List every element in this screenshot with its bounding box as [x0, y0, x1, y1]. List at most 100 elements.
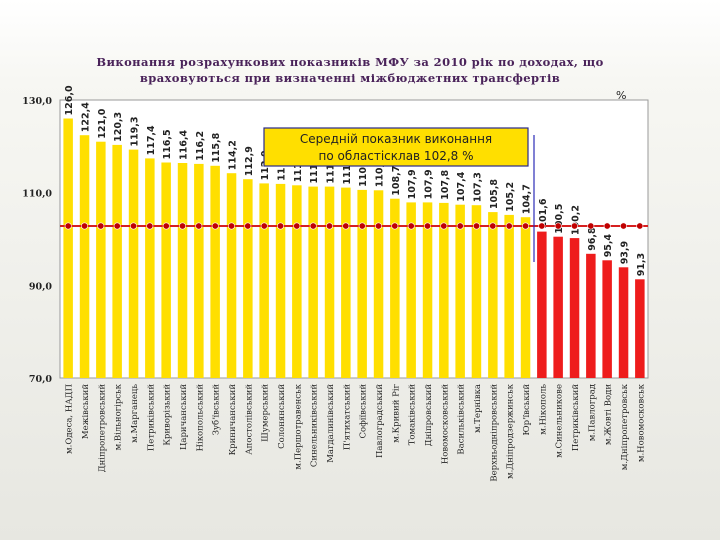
y-tick-label: 110,0	[22, 189, 52, 200]
category-label: м.Дніпропетровськ	[620, 383, 630, 470]
average-marker	[456, 222, 464, 230]
average-marker	[587, 222, 595, 230]
bar	[243, 179, 253, 378]
average-marker	[505, 222, 513, 230]
category-label: м.Жовті Води	[604, 384, 614, 445]
bar	[602, 260, 612, 378]
category-label: м.Павлоград	[587, 384, 597, 441]
category-label: Верхньодніпровський	[489, 384, 499, 482]
bar	[308, 186, 318, 378]
bar-value-label: 107,9	[424, 169, 435, 199]
bar	[635, 279, 645, 378]
average-marker	[211, 222, 219, 230]
bar-value-label: 112,9	[244, 146, 255, 176]
category-label: м.Марганець	[130, 384, 140, 443]
category-label: Дніпровський	[424, 384, 434, 447]
category-label: м.Кривий Ріг	[391, 383, 401, 442]
bar	[128, 149, 139, 378]
bar	[537, 231, 547, 378]
average-marker	[309, 222, 317, 230]
average-marker	[554, 222, 562, 230]
category-label: Новомосковський	[440, 384, 450, 465]
bar	[422, 202, 433, 378]
y-tick-label: 90,0	[29, 281, 53, 292]
bar-value-label: 115,8	[211, 132, 222, 162]
average-marker	[538, 222, 546, 230]
average-marker	[195, 222, 203, 230]
bar-value-label: 117,4	[146, 125, 157, 155]
average-marker	[244, 222, 252, 230]
bar	[292, 185, 302, 378]
average-marker	[113, 222, 121, 230]
bar	[194, 163, 204, 378]
average-marker	[130, 222, 138, 230]
category-label: Межівський	[81, 384, 91, 439]
bar	[145, 158, 155, 378]
average-marker	[97, 222, 105, 230]
average-marker	[64, 222, 72, 230]
bar-value-label: 120,3	[113, 112, 124, 142]
category-label: Криворізький	[163, 384, 173, 446]
category-label: Зуб'ївський	[211, 384, 222, 436]
average-marker	[358, 222, 366, 230]
bar-value-label: 111,3	[326, 154, 337, 184]
bar	[471, 205, 482, 378]
category-label: Нікопольський	[195, 384, 205, 452]
bar-value-label: 111,6	[293, 152, 304, 182]
category-label: м.Тернівка	[473, 384, 483, 433]
bar-value-label: 91,3	[636, 253, 647, 276]
bar-value-label: 111,1	[342, 155, 353, 185]
average-marker	[619, 222, 627, 230]
unit-label: %	[616, 89, 627, 102]
average-marker	[162, 222, 170, 230]
bar	[357, 189, 367, 378]
bar-value-label: 100,5	[554, 204, 565, 234]
bar-value-label: 116,4	[179, 130, 190, 160]
category-label: м.Вільногірськ	[114, 383, 124, 450]
bar-value-label: 108,7	[391, 166, 402, 196]
chart-title: Виконання розрахункових показників МФУ з…	[20, 54, 680, 86]
bar-value-label: 110,5	[375, 157, 386, 187]
average-marker	[521, 222, 529, 230]
category-label: м.Дніпродзержинськ	[506, 383, 516, 479]
bar	[226, 173, 237, 378]
bar	[161, 162, 171, 378]
bar	[324, 186, 335, 378]
category-label: м.Синельникове	[555, 384, 565, 458]
bar-value-label: 111,3	[309, 154, 320, 184]
average-marker	[81, 222, 89, 230]
category-label: Магдалинівський	[326, 384, 336, 463]
category-label: Синельниківський	[310, 384, 320, 467]
category-label: Солонянський	[277, 384, 287, 449]
category-label: Павлоградський	[375, 384, 385, 458]
average-marker	[342, 222, 350, 230]
category-label: Криничанський	[228, 384, 238, 456]
bar	[586, 253, 596, 378]
bar	[259, 183, 269, 378]
bar	[618, 267, 629, 378]
average-marker	[391, 222, 399, 230]
average-marker	[440, 222, 448, 230]
average-marker	[276, 222, 284, 230]
category-label: Апостолівський	[244, 384, 254, 455]
bar	[520, 217, 531, 378]
annotation-box	[263, 127, 529, 167]
bar-value-label: 96,8	[587, 227, 598, 251]
bar-value-label: 100,2	[571, 205, 582, 235]
bar-value-label: 105,2	[505, 182, 516, 212]
bar-value-label: 93,9	[620, 241, 631, 264]
bar	[112, 144, 122, 378]
bar	[439, 202, 449, 378]
category-label: Петриківський	[571, 384, 581, 451]
bar-value-label: 119,3	[130, 117, 141, 147]
bar	[373, 190, 384, 378]
bar-value-label: 105,8	[489, 179, 500, 209]
average-marker	[636, 222, 644, 230]
average-marker	[260, 222, 268, 230]
bar-value-label: 126,0	[64, 85, 75, 115]
average-marker	[325, 222, 333, 230]
average-marker	[423, 222, 431, 230]
bar-value-label: 110,6	[358, 156, 369, 186]
average-marker	[603, 222, 611, 230]
